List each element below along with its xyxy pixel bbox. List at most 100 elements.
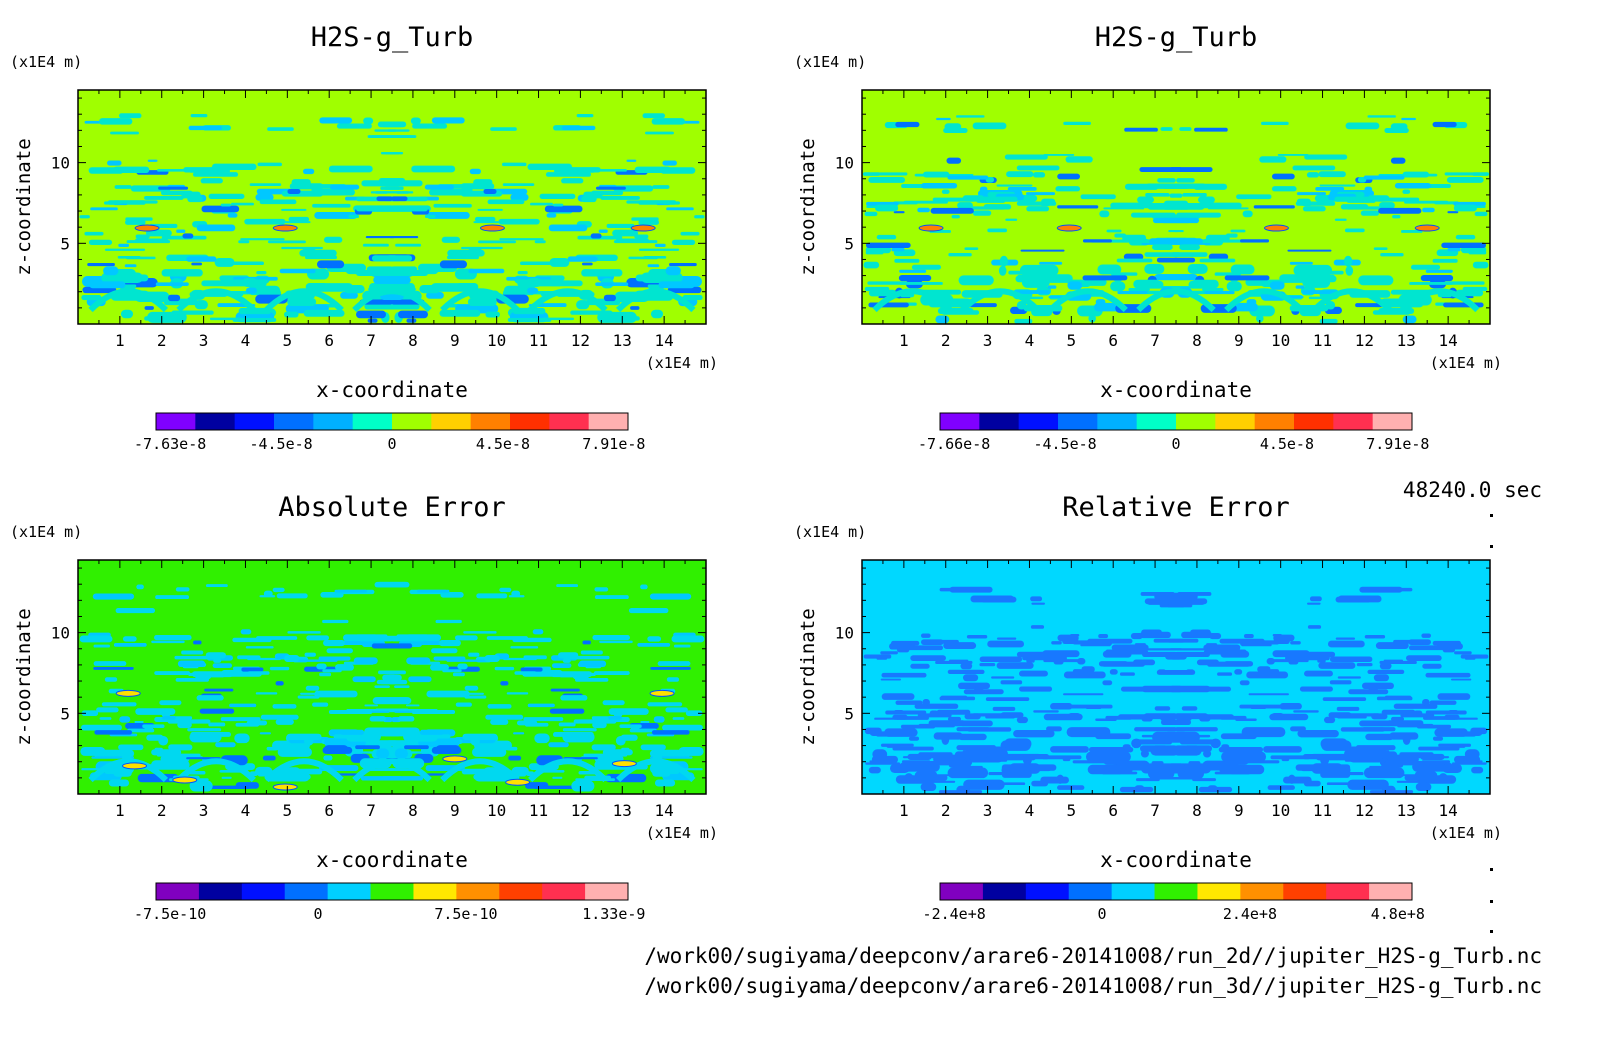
heatmap-blob (1169, 648, 1209, 651)
heatmap-blob (1317, 658, 1326, 663)
heatmap-blob (979, 662, 996, 667)
heatmap-blob (1197, 196, 1215, 204)
heatmap-blob (303, 168, 315, 175)
heatmap-blob (1099, 210, 1110, 218)
heatmap-blob (948, 762, 970, 768)
heatmap-blob (651, 118, 686, 125)
heatmap-swirl (176, 758, 256, 783)
heatmap-blob (375, 748, 390, 759)
heatmap-blob (923, 640, 942, 644)
heatmap-blob (154, 671, 191, 675)
x-tick-label: 6 (1108, 331, 1118, 350)
heatmap-extreme (172, 776, 198, 784)
heatmap-blob (962, 674, 979, 682)
heatmap-blob (592, 635, 630, 641)
heatmap-blob (430, 283, 471, 292)
heatmap-blob (196, 224, 236, 232)
heatmap-blob (1166, 747, 1181, 751)
heatmap-blob (200, 178, 223, 184)
heatmap-blob (176, 229, 186, 233)
heatmap-blob (1359, 720, 1392, 727)
heatmap-blob (135, 234, 150, 239)
heatmap-blob (249, 183, 282, 186)
heatmap-swirl (1048, 288, 1128, 313)
heatmap-blob (247, 671, 270, 675)
heatmap-blob (266, 746, 278, 751)
heatmap-blob (1080, 194, 1116, 200)
heatmap-blob (1454, 651, 1472, 655)
heatmap-blob (667, 286, 702, 294)
heatmap-blob (226, 279, 269, 284)
heatmap-blob (1302, 206, 1326, 212)
heatmap-blob (1019, 686, 1053, 692)
heatmap-blob (1421, 760, 1451, 763)
heatmap-blob (1097, 264, 1122, 275)
heatmap-blob (175, 678, 210, 682)
heatmap-blob (336, 123, 372, 129)
heatmap-blob (1140, 745, 1169, 752)
heatmap-blob (534, 785, 575, 790)
heatmap-blob (204, 688, 234, 692)
colorbar-swatch (1197, 883, 1241, 900)
heatmap-blob (862, 172, 881, 176)
heatmap-blob (1390, 157, 1406, 164)
heatmap-blob (260, 714, 299, 720)
heatmap-blob (503, 657, 537, 661)
x-tick-label: 1 (115, 801, 125, 820)
heatmap-blob (930, 207, 974, 214)
heatmap-blob (1421, 633, 1432, 638)
heatmap-blob (113, 200, 158, 204)
heatmap-blob (562, 658, 571, 663)
x-tick-label: 10 (1271, 801, 1290, 820)
heatmap-blob (506, 692, 529, 695)
heatmap-blob (1111, 644, 1149, 651)
heatmap-blob (96, 707, 119, 713)
heatmap-blob (1390, 716, 1405, 722)
heatmap-blob (1329, 656, 1373, 663)
heatmap-blob (865, 762, 901, 765)
heatmap-blob (167, 719, 211, 724)
x-tick-label: 3 (199, 331, 209, 350)
colorbar-label: 4.5e-8 (1260, 435, 1314, 453)
heatmap-blob (1406, 655, 1442, 662)
heatmap-blob (1098, 634, 1109, 639)
heatmap-blob (544, 205, 583, 213)
heatmap-blob (1082, 275, 1128, 281)
heatmap-blob (514, 671, 537, 675)
heatmap-blob (1464, 656, 1476, 660)
heatmap-blob (1381, 709, 1416, 715)
heatmap-blob (1203, 649, 1247, 655)
heatmap-blob (135, 274, 149, 282)
heatmap-blob (1168, 229, 1178, 233)
heatmap-blob (433, 203, 472, 208)
heatmap-blob (1327, 640, 1365, 648)
heatmap-blob (1120, 686, 1147, 692)
heatmap-blob (1402, 734, 1411, 745)
heatmap-swirl (1224, 288, 1304, 313)
heatmap-blob (864, 286, 890, 292)
heatmap-blob (230, 202, 254, 206)
heatmap-blob (1442, 763, 1462, 774)
heatmap-blob (1004, 738, 1032, 750)
heatmap-blob (1306, 172, 1320, 178)
heatmap-extreme (1263, 224, 1289, 232)
heatmap-blob (240, 238, 285, 241)
heatmap-blob (191, 262, 202, 266)
heatmap-blob (319, 117, 353, 124)
heatmap-blob (356, 310, 387, 319)
heatmap-blob (988, 772, 1005, 776)
heatmap-blob (478, 240, 516, 244)
heatmap-blob (1379, 660, 1417, 664)
heatmap-blob (963, 779, 1005, 790)
heatmap-blob (306, 635, 330, 641)
heatmap-blob (125, 217, 153, 221)
heatmap-blob (964, 765, 983, 769)
heatmap-blob (317, 260, 345, 269)
heatmap-blob (958, 275, 994, 286)
heatmap-blob (1226, 281, 1242, 292)
heatmap-blob (1221, 744, 1230, 750)
heatmap-blob (1157, 669, 1166, 674)
heatmap-blob (201, 280, 235, 287)
heatmap-blob (1429, 700, 1457, 705)
heatmap-blob (84, 231, 104, 236)
